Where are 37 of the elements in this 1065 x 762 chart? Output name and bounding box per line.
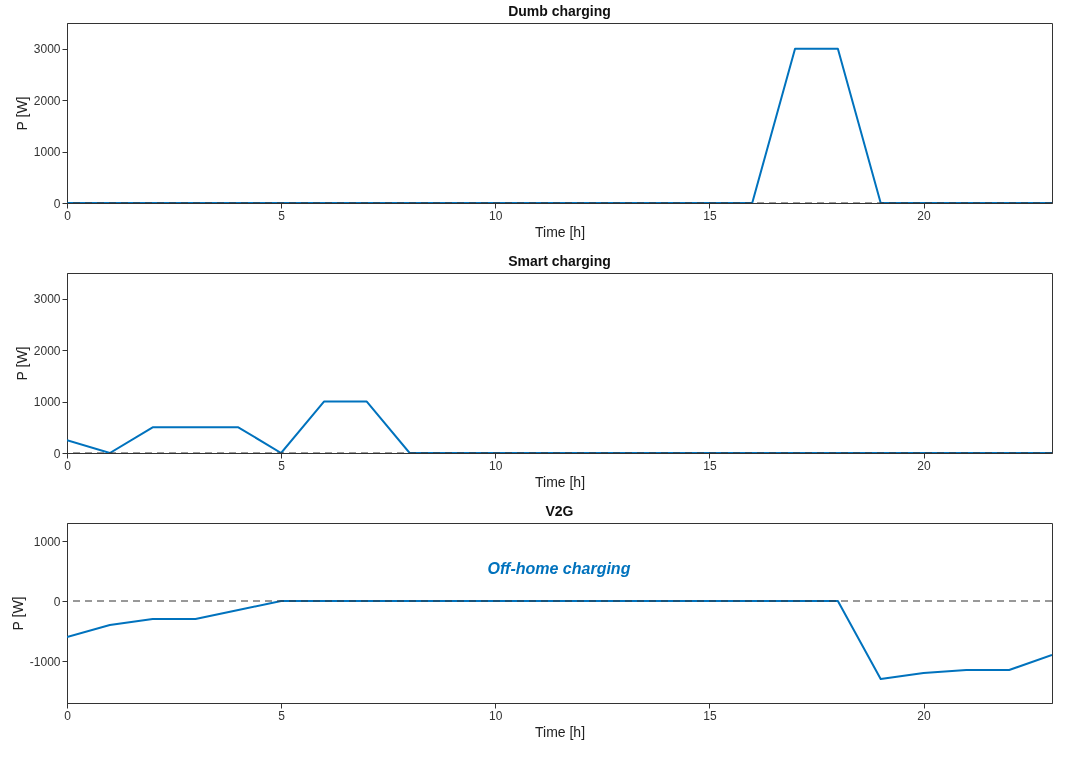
y-tick-label: 3000 [33, 292, 61, 307]
y-axis-title: P [W] [13, 346, 30, 381]
x-tick-label: 10 [489, 208, 503, 223]
x-tick-label: 15 [703, 458, 717, 473]
y-tick-label: 1000 [33, 145, 61, 160]
x-tick-label: 10 [489, 708, 503, 723]
x-tick-label: 5 [278, 458, 286, 473]
y-tick-label: 2000 [33, 343, 61, 358]
x-axis-title: Time [h] [534, 473, 586, 490]
x-tick-label: 5 [278, 208, 286, 223]
y-tick-label: 0 [53, 446, 61, 461]
x-axis-title: Time [h] [534, 223, 586, 240]
x-tick-label: 0 [64, 458, 72, 473]
chart-title: Smart charging [508, 253, 611, 269]
chart-title: V2G [545, 503, 574, 519]
y-tick-label: 2000 [33, 93, 61, 108]
y-tick-label: 1000 [33, 395, 61, 410]
x-tick-label: 0 [64, 208, 72, 223]
x-tick-label: 15 [703, 208, 717, 223]
y-tick-label: -1000 [29, 654, 61, 669]
y-tick-label: 3000 [33, 42, 61, 57]
y-axis-title: P [W] [9, 596, 26, 631]
x-tick-label: 20 [917, 708, 932, 723]
x-axis-title: Time [h] [534, 723, 586, 740]
y-tick-label: 0 [53, 594, 61, 609]
y-tick-label: 1000 [33, 534, 61, 549]
x-tick-label: 20 [917, 458, 932, 473]
x-tick-label: 5 [278, 708, 286, 723]
x-tick-label: 10 [489, 458, 503, 473]
y-axis-title: P [W] [13, 96, 30, 131]
line-series [67, 600, 1052, 680]
chart-title: Dumb charging [508, 3, 611, 19]
x-tick-label: 15 [703, 708, 717, 723]
y-tick-label: 0 [53, 196, 61, 211]
annotation: Off-home charging [487, 560, 631, 577]
x-tick-label: 20 [917, 208, 932, 223]
x-tick-label: 0 [64, 708, 72, 723]
